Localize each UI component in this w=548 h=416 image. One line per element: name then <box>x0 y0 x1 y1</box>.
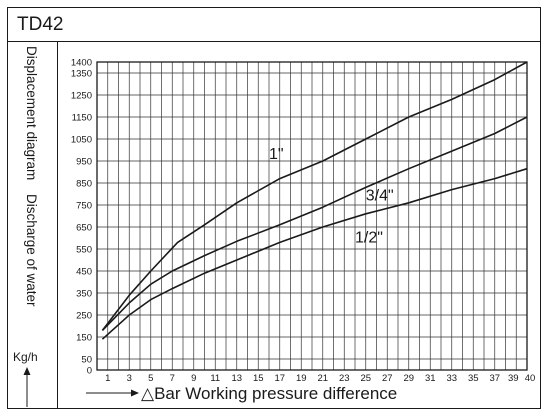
y-tick-label: 150 <box>76 333 92 344</box>
y-tick-label: 450 <box>76 267 92 278</box>
chart-title: TD42 <box>17 14 64 35</box>
x-tick-label: 11 <box>210 373 220 384</box>
x-tick-label: 23 <box>339 373 350 384</box>
x-tick-label: 7 <box>170 373 175 384</box>
series-label: 1/2" <box>355 229 383 246</box>
plot-area-border <box>96 61 528 371</box>
y-tick-label: 350 <box>76 289 92 300</box>
x-tick-label: 15 <box>253 373 264 384</box>
x-tick-label: 17 <box>274 373 285 384</box>
x-tick-label: 39 <box>508 373 519 384</box>
x-tick-label: 31 <box>425 373 436 384</box>
x-tick-label: 35 <box>468 373 479 384</box>
y-tick-label: 250 <box>76 311 92 322</box>
side-label-column: Displacement diagram Discharge of water … <box>8 42 58 408</box>
x-tick-label: 5 <box>148 373 153 384</box>
y-tick-label: 550 <box>76 245 92 256</box>
y-tick-label: 1150 <box>72 113 92 124</box>
series-label: 3/4" <box>366 188 394 205</box>
y-tick-label: 950 <box>76 157 92 168</box>
x-tick-label: 9 <box>191 373 196 384</box>
x-tick-label: 21 <box>317 373 328 384</box>
x-tick-label: 40 <box>525 373 536 384</box>
series-label: 1" <box>269 146 284 163</box>
y-tick-label: 50 <box>81 355 92 366</box>
x-tick-label: 37 <box>489 373 500 384</box>
series-line <box>101 167 528 340</box>
up-arrow-icon <box>23 367 31 407</box>
x-tick-label: 13 <box>231 373 242 384</box>
y-tick-label: 0 <box>87 366 92 377</box>
y-tick-label: 1350 <box>71 69 92 80</box>
y-tick-label: 1050 <box>71 135 92 146</box>
series-line <box>101 116 528 331</box>
side-label-unit: Kg/h <box>13 350 38 364</box>
x-axis-label: △Bar Working pressure difference <box>141 384 397 403</box>
x-tick-label: 27 <box>382 373 393 384</box>
series-line <box>101 61 528 331</box>
x-tick-label: 3 <box>127 373 132 384</box>
x-tick-label: 25 <box>360 373 371 384</box>
x-tick-label: 33 <box>446 373 457 384</box>
chart-frame: TD42 Displacement diagram Discharge of w… <box>7 7 541 409</box>
y-tick-label: 1250 <box>71 91 92 102</box>
y-tick-label: 650 <box>76 223 92 234</box>
y-tick-label: 1400 <box>71 58 92 69</box>
x-axis-arrow-icon <box>131 389 139 397</box>
x-tick-label: 1 <box>105 373 110 384</box>
x-tick-label: 19 <box>296 373 307 384</box>
y-tick-label: 850 <box>76 179 92 190</box>
title-bar: TD42 <box>8 8 540 42</box>
x-tick-label: 29 <box>403 373 414 384</box>
y-tick-label: 750 <box>76 201 92 212</box>
